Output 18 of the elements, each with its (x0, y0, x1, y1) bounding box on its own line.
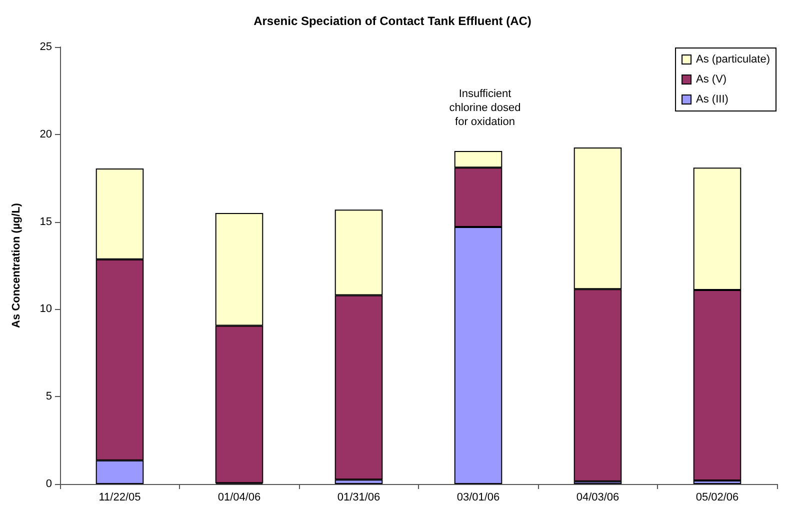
x-tick-label: 03/01/06 (456, 492, 500, 504)
x-tick-label: 01/04/06 (218, 492, 261, 504)
chart-title: Arsenic Speciation of Contact Tank Effluent (AC) (254, 14, 532, 28)
y-tick-label: 0 (46, 478, 52, 490)
y-tick-label: 10 (40, 303, 52, 316)
y-tick-label: 20 (40, 128, 52, 140)
x-tick-label: 05/02/06 (696, 492, 739, 504)
x-tick-label: 04/03/06 (576, 492, 620, 504)
legend-label: As (particulate) (696, 54, 770, 66)
x-tick-label: 01/31/06 (337, 492, 380, 504)
y-tick-label: 5 (46, 390, 52, 403)
x-tick-label: 11/22/05 (98, 492, 141, 504)
y-axis-title: As Concentration (µg/L) (10, 202, 22, 328)
annotation: Insufficient chlorine dosed for oxidation (449, 88, 521, 128)
legend-label: As (III) (696, 94, 728, 106)
y-tick-label: 15 (40, 216, 52, 228)
y-tick-label: 25 (40, 41, 52, 53)
legend-label: As (V) (696, 74, 727, 86)
